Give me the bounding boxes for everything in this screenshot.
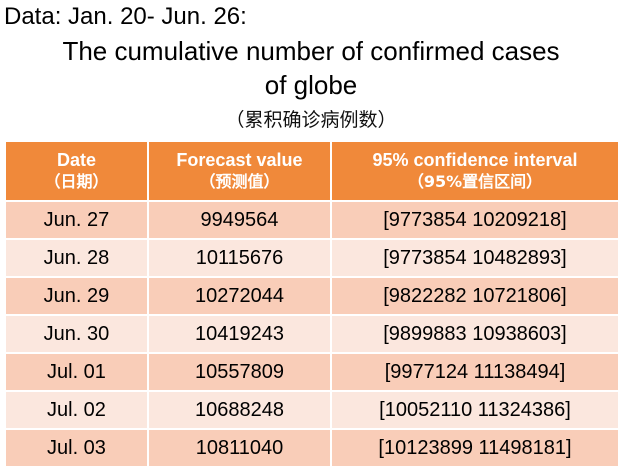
column-header-ci: 95% confidence interval （95%置信区间）	[330, 142, 618, 201]
forecast-cell: 10557809	[147, 352, 332, 391]
table-row: Jun. 28 10115676 [9773854 10482893]	[6, 238, 618, 277]
ci-cell: [10052110 11324386]	[330, 390, 618, 429]
column-header-cn: （95%置信区间）	[407, 172, 543, 191]
column-header-en: Date	[56, 150, 96, 170]
ci-cell: [9822282 10721806]	[330, 276, 618, 315]
column-header-cn: （预测值）	[199, 172, 280, 191]
ci-cell: [9899883 10938603]	[330, 314, 618, 353]
date-cell: Jun. 30	[6, 314, 149, 353]
forecast-table: Date （日期） Forecast value （预测值） 95% confi…	[6, 142, 618, 466]
ci-cell: [9977124 11138494]	[330, 352, 618, 391]
forecast-cell: 10272044	[147, 276, 332, 315]
table-row: Jun. 30 10419243 [9899883 10938603]	[6, 314, 618, 353]
column-header-forecast: Forecast value （预测值）	[147, 142, 332, 201]
date-cell: Jul. 02	[6, 390, 149, 429]
date-cell: Jul. 03	[6, 428, 149, 466]
table-row: Jul. 03 10811040 [10123899 11498181]	[6, 428, 618, 466]
forecast-cell: 10419243	[147, 314, 332, 353]
ci-cell: [9773854 10482893]	[330, 238, 618, 277]
table-row: Jul. 01 10557809 [9977124 11138494]	[6, 352, 618, 391]
title-line-1: The cumulative number of confirmed cases	[62, 36, 560, 66]
table-row: Jun. 27 9949564 [9773854 10209218]	[6, 200, 618, 239]
date-cell: Jun. 27	[6, 200, 149, 239]
column-header-en: 95% confidence interval	[372, 150, 578, 170]
ci-cell: [10123899 11498181]	[330, 428, 618, 466]
column-header-cn: （日期）	[44, 172, 109, 191]
table-row: Jun. 29 10272044 [9822282 10721806]	[6, 276, 618, 315]
date-cell: Jun. 29	[6, 276, 149, 315]
table-row: Jul. 02 10688248 [10052110 11324386]	[6, 390, 618, 429]
table-body: Jun. 27 9949564 [9773854 10209218] Jun. 28 1…	[6, 200, 618, 466]
date-cell: Jun. 28	[6, 238, 149, 277]
forecast-cell: 10688248	[147, 390, 332, 429]
title-line-2: of globe	[264, 70, 358, 100]
page-title: The cumulative number of confirmed cases…	[0, 34, 622, 102]
data-range-label: Data: Jan. 20- Jun. 26:	[4, 3, 247, 30]
table-header-row: Date （日期） Forecast value （预测值） 95% confi…	[6, 142, 618, 201]
column-header-en: Forecast value	[176, 150, 303, 170]
page-subtitle: （累积确诊病例数）	[225, 109, 397, 131]
ci-cell: [9773854 10209218]	[330, 200, 618, 239]
forecast-cell: 10115676	[147, 238, 332, 277]
column-header-date: Date （日期）	[6, 142, 149, 201]
forecast-cell: 10811040	[147, 428, 332, 466]
date-cell: Jul. 01	[6, 352, 149, 391]
forecast-cell: 9949564	[147, 200, 332, 239]
